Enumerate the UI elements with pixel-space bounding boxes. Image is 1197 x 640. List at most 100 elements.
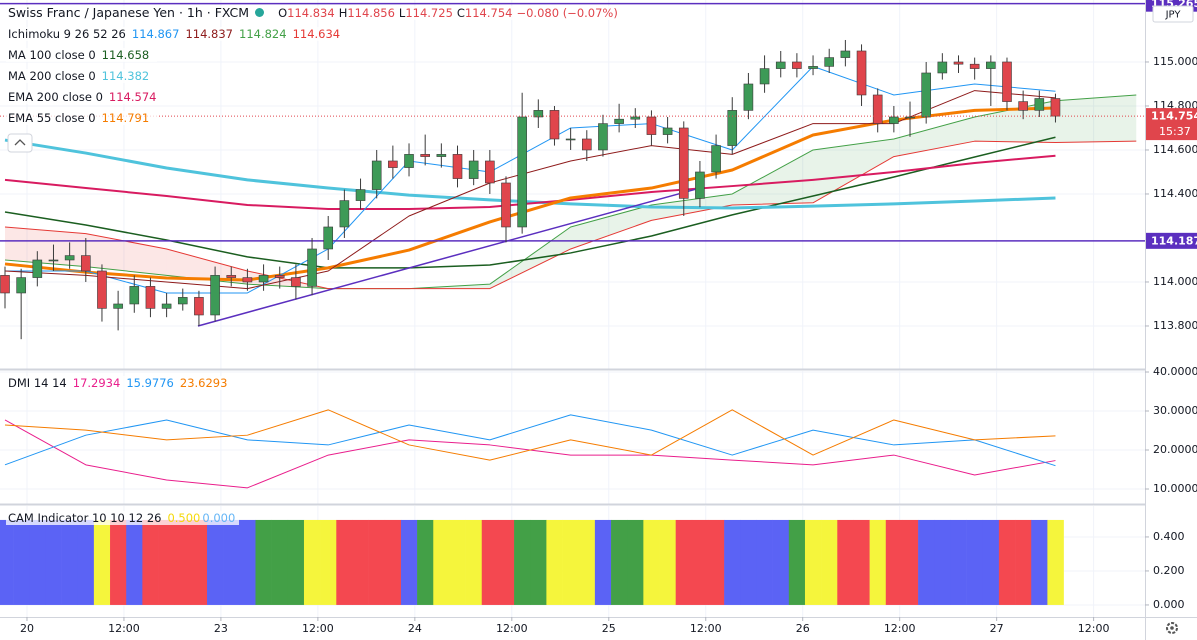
candle-body [1034,98,1045,111]
candle-body [549,110,560,140]
candle-body [517,116,527,228]
ichimoku-line [4,65,1056,294]
candle-body [355,189,366,201]
cam-bar [627,519,644,605]
x-tick-label: 27 [990,622,1004,635]
cam-bar [433,519,450,605]
candle-body [953,61,964,65]
candle-body [468,160,479,179]
gear-hub[interactable] [1170,626,1174,630]
candle-body [565,138,576,141]
cam-bar [93,519,111,605]
cam-bar [821,519,838,605]
indicator-value: 114.867 [131,27,180,41]
cloud-fill [813,138,894,203]
candle-body [404,154,414,168]
candle-body [226,275,237,278]
cam-bar [287,519,305,605]
last-price-box [1146,108,1197,141]
cam-bar [497,519,515,605]
legend-row: EMA 200 close 0 114.574 [6,87,632,108]
cam-bar [740,519,757,605]
cam-bar [142,519,159,605]
candle-body [905,116,915,119]
cloud-fill [732,149,814,205]
candle-body [452,154,463,179]
candle-body [824,57,835,67]
indicator-value: 114.824 [239,27,287,41]
candle-body [614,118,624,124]
indicator-name: EMA 200 close 0 [8,90,103,104]
cam-bar [352,519,369,605]
indicator-value: 17.2934 [72,376,121,390]
cam-bar [190,519,208,605]
currency-label[interactable]: JPY [1165,10,1182,21]
cam-bar [530,519,547,605]
legend-box: Swiss Franc / Japanese Yen · 1h · FXCM O1… [6,5,626,20]
cam-bar [13,519,30,605]
x-tick-label: 24 [408,622,422,635]
legend-box: MA 100 close 0 114.658 [6,48,158,62]
cam-bar [853,519,870,605]
price-pane [0,2,1145,340]
candle-body [485,160,495,184]
candle-body [969,63,980,69]
candle-body [339,200,350,228]
collapse-icon[interactable] [14,139,26,146]
cam-bar [918,519,935,605]
candle-body [937,61,948,74]
candle-body [323,226,334,250]
candle-body [436,154,447,157]
cam-bar [207,519,224,605]
candle-body [695,171,705,199]
candle-body [646,116,657,135]
cam-bar [578,519,596,605]
cam-bar [643,519,660,605]
cam-bar [901,519,919,605]
candle-body [145,286,156,309]
cam-bar [1015,519,1032,605]
countdown: 15:37 [1159,125,1191,138]
legend-box: EMA 200 close 0 114.574 [6,90,165,104]
y-tick-label: 0.200 [1153,564,1185,577]
cam-bar [708,519,725,605]
candle-body [258,275,269,283]
cam-bar [271,519,289,605]
dmi-line [4,409,1056,461]
x-tick-label: 12:00 [884,622,916,635]
ohlc-key: H [338,6,348,20]
settings-icon[interactable] [1166,622,1178,634]
cam-bar [303,519,321,605]
cam-bar [0,519,14,605]
cloud-fill [85,233,167,276]
candle-body [1050,98,1061,117]
indicator-value: 0.500 [167,511,201,525]
cloud-span [4,140,1137,290]
price-label-box [1146,232,1197,249]
cam-bar [320,519,337,605]
cam-bar [29,519,46,605]
candle-body [533,110,544,118]
legend-box: CAM Indicator 10 10 12 26 0.500 0.000 [6,511,240,525]
cam-bar [239,519,256,605]
y-tick-label: 114.600 [1153,143,1197,156]
gear[interactable] [1166,622,1178,634]
indicator-value: 23.6293 [179,376,228,390]
candle-body [177,297,188,305]
currency-box[interactable] [1152,5,1194,23]
x-tick-label: 26 [796,622,810,635]
cam-bar [837,519,854,605]
cam-bar [481,519,499,605]
candle-body [388,160,398,168]
cloud-fill [893,116,975,157]
cam-bar [400,519,418,605]
candle-body [986,61,996,69]
ma-line [4,138,1056,210]
collapse-button[interactable] [7,133,33,153]
candle-body [210,275,220,316]
candle-body [921,72,931,118]
cam-bar [1047,519,1064,605]
ohlc-key: C [456,6,465,20]
cam-bar [611,519,628,605]
indicator-value: 114.837 [185,27,233,41]
